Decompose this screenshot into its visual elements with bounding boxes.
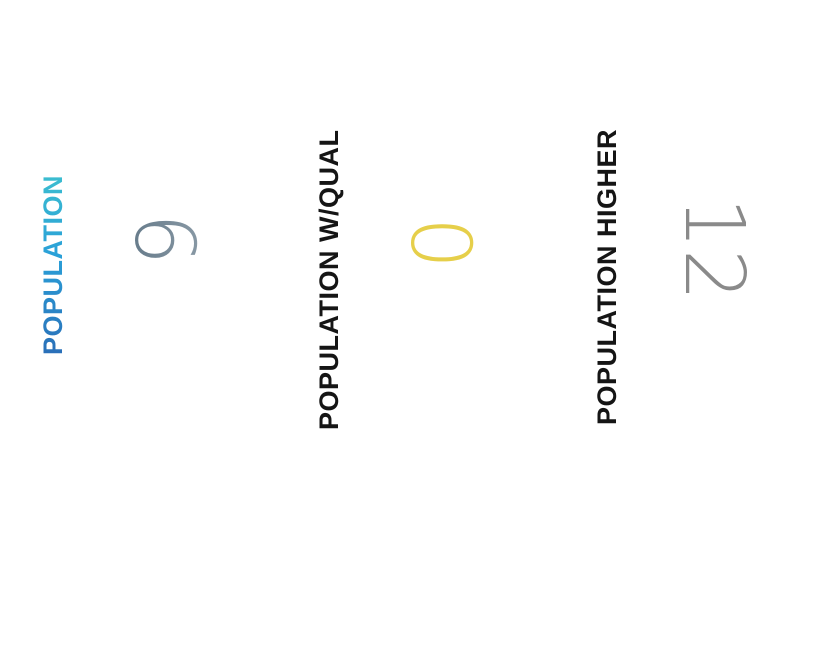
stat-population-with-qual-label: POPULATION W/QUAL: [314, 129, 344, 430]
stat-population-value: 6: [114, 194, 211, 284]
stat-population-label: POPULATION: [38, 175, 68, 355]
stat-population-higher: POPULATION HIGHER 12: [540, 0, 818, 663]
stat-population: POPULATION 6: [0, 0, 260, 663]
stat-population-with-qual-value: 0: [392, 216, 487, 270]
stat-population-higher-label: POPULATION HIGHER: [592, 128, 622, 425]
stat-population-with-qual: POPULATION W/QUAL 0: [260, 0, 540, 663]
stat-population-higher-value: 12: [666, 196, 761, 302]
